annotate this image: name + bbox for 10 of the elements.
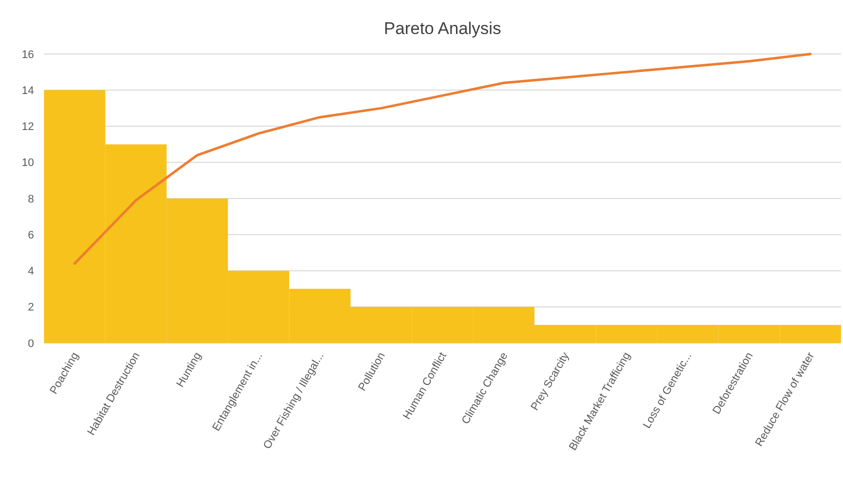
y-tick-label: 4 (28, 266, 34, 278)
y-tick-label: 8 (28, 193, 34, 206)
y-tick-label: 12 (22, 121, 34, 134)
y-tick-label: 16 (22, 48, 34, 61)
y-tick-label: 14 (22, 84, 34, 97)
y-tick-label: 2 (28, 302, 34, 314)
y-tick-label: 0 (28, 338, 34, 350)
chart-title: Pareto Analysis (384, 19, 502, 38)
y-tick-label: 6 (28, 229, 34, 242)
y-tick-label: 10 (22, 157, 34, 170)
